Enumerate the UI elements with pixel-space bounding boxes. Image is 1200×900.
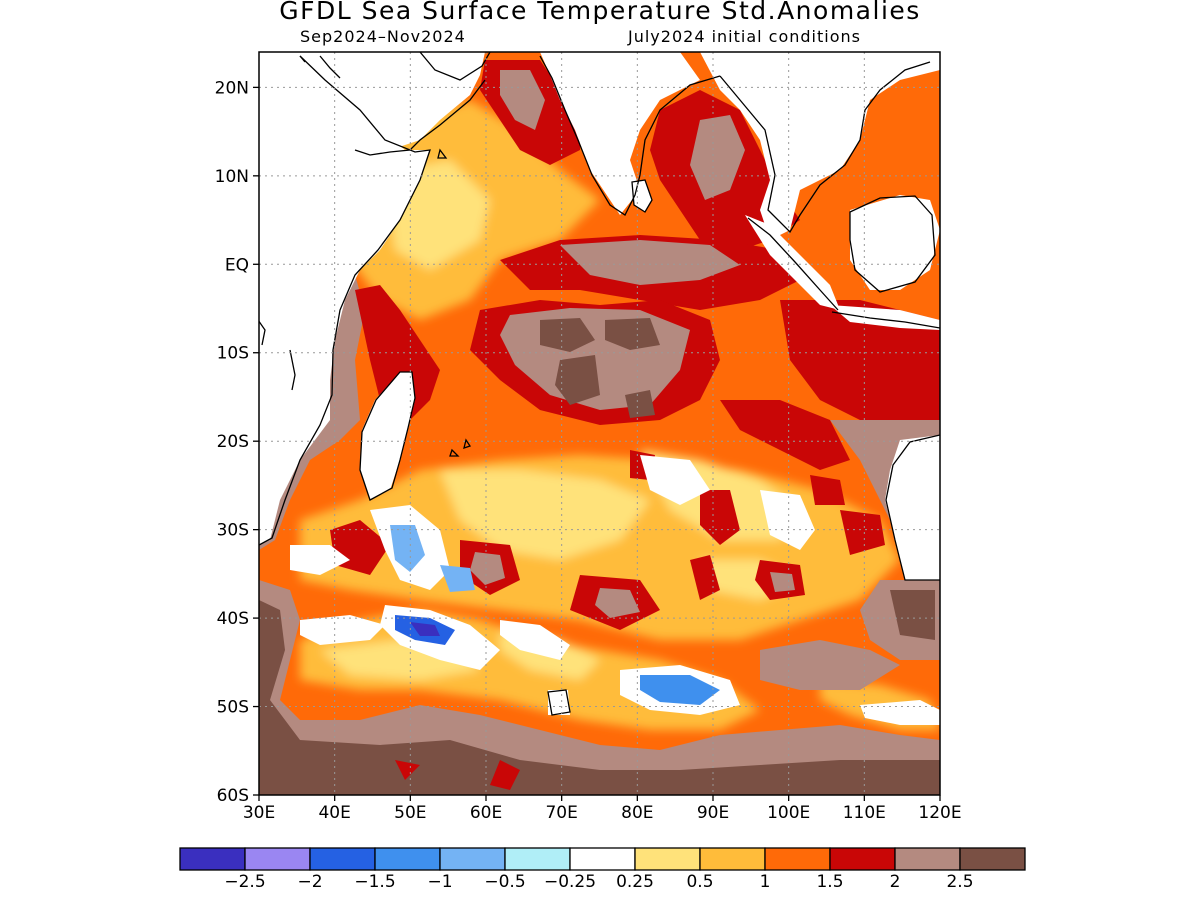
lat-tick-label: 20N (215, 78, 249, 98)
lon-tick-label: 70E (545, 803, 577, 823)
lat-tick-label: 20S (217, 432, 249, 452)
colorbar-swatch (894, 847, 961, 871)
lat-tick-label: EQ (225, 255, 249, 275)
lon-tick-label: 30E (243, 803, 275, 823)
colorbar-label: 1 (759, 872, 771, 892)
initial-conditions-subtitle: July2024 initial conditions (628, 27, 861, 46)
anomaly-field (259, 52, 940, 795)
lon-tick-label: 50E (394, 803, 426, 823)
colorbar-label: −0.5 (484, 872, 526, 892)
colorbar-label: −1 (427, 872, 453, 892)
lon-tick-label: 90E (697, 803, 729, 823)
colorbar-swatch (504, 847, 571, 871)
colorbar-label: −0.25 (543, 872, 597, 892)
colorbar-swatch (699, 847, 766, 871)
colorbar-swatch (374, 847, 441, 871)
lat-tick-label: 10N (215, 167, 249, 187)
colorbar-label: −2.5 (224, 872, 266, 892)
map-grid (259, 52, 940, 795)
colorbar-swatch (829, 847, 896, 871)
lon-tick-label: 60E (470, 803, 502, 823)
lat-tick-label: 10S (217, 344, 249, 364)
chart-title: GFDL Sea Surface Temperature Std.Anomali… (279, 0, 921, 25)
lat-tick-label: 30S (217, 521, 249, 541)
colorbar-swatch (959, 847, 1026, 871)
colorbar-swatch (309, 847, 376, 871)
colorbar-label: −2 (297, 872, 323, 892)
colorbar-swatch (569, 847, 636, 871)
lon-tick-label: 120E (918, 803, 961, 823)
colorbar-label: 0.5 (686, 872, 714, 892)
colorbar-swatch (179, 847, 246, 871)
colorbar-label: 2 (889, 872, 901, 892)
colorbar-swatch (634, 847, 701, 871)
lat-tick-label: 50S (217, 698, 249, 718)
period-subtitle: Sep2024–Nov2024 (300, 27, 466, 46)
colorbar-swatch (244, 847, 311, 871)
axis-ticks: 30E 40E 50E 60E 70E 80E 90E 100E 110E 120E 20N 10N E… (215, 78, 962, 823)
colorbar-swatch (764, 847, 831, 871)
colorbar-swatch (439, 847, 506, 871)
lat-tick-label: 60S (217, 786, 249, 806)
lon-tick-label: 110E (843, 803, 886, 823)
colorbar-label: 0.25 (616, 872, 654, 892)
lat-tick-label: 40S (217, 609, 249, 629)
colorbar-label: −1.5 (354, 872, 396, 892)
coastlines (259, 52, 940, 716)
lon-tick-label: 40E (318, 803, 350, 823)
lon-tick-label: 80E (621, 803, 653, 823)
colorbar-label: 2.5 (946, 872, 974, 892)
plot-frame (258, 51, 941, 796)
lon-tick-label: 100E (767, 803, 810, 823)
colorbar (179, 847, 1026, 871)
colorbar-label: 1.5 (816, 872, 844, 892)
